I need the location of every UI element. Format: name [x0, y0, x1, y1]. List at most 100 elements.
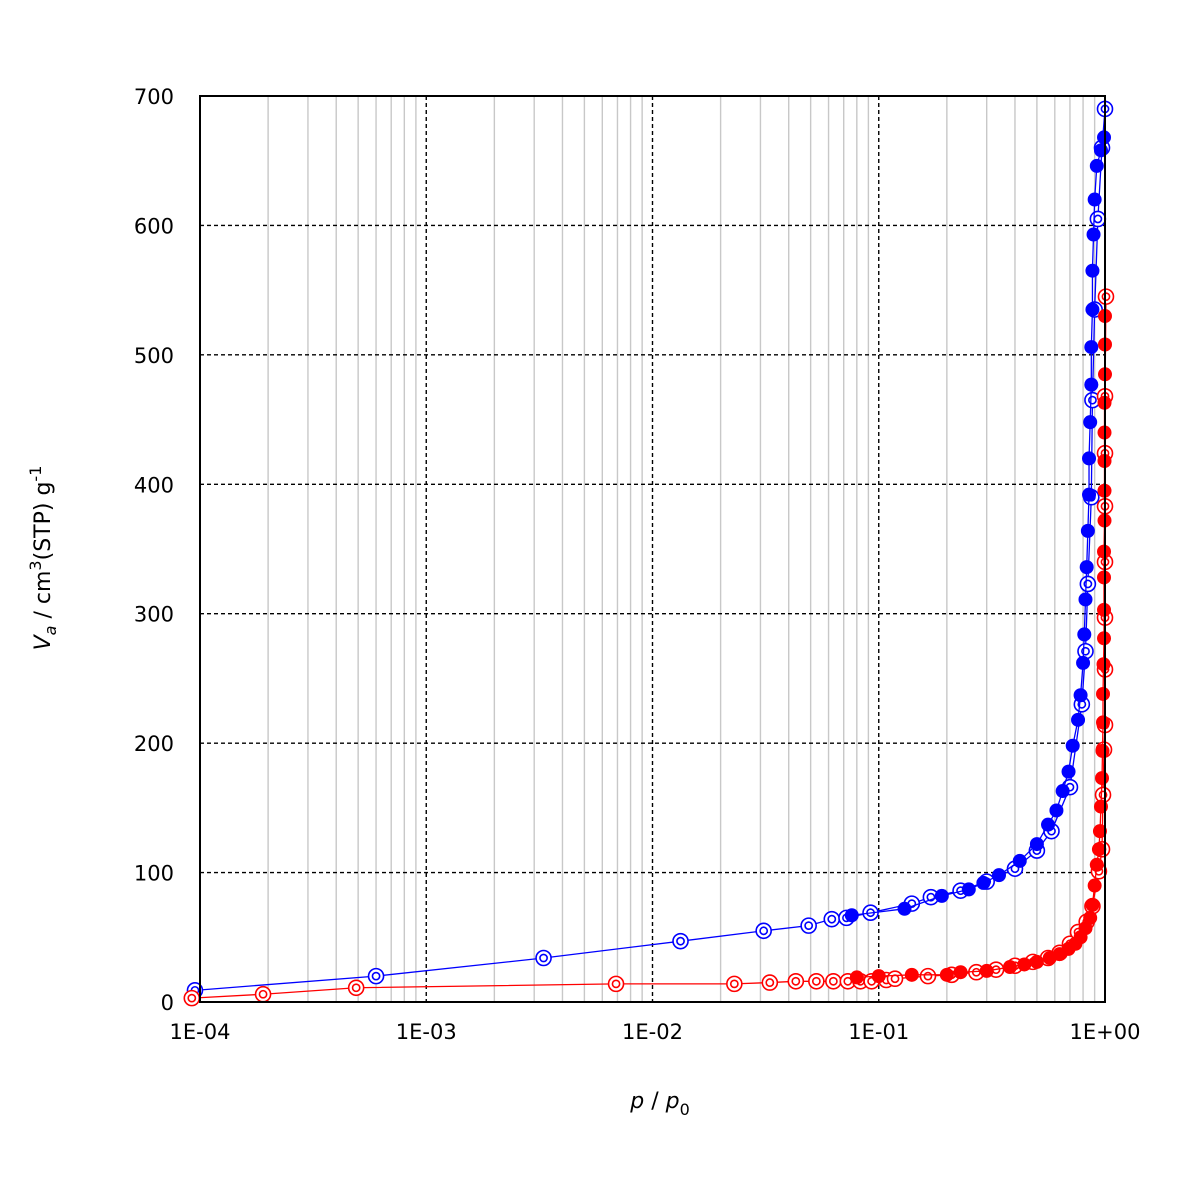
marker-ring-inner — [827, 914, 837, 924]
y-axis-title-unit: / cm — [31, 571, 56, 626]
data-point — [934, 888, 949, 903]
series-line — [194, 108, 1106, 991]
data-point — [1091, 842, 1106, 857]
data-point — [1085, 302, 1100, 317]
marker-ring-inner — [1088, 395, 1097, 405]
data-point — [968, 963, 985, 981]
marker-ring-outer — [183, 989, 201, 1007]
data-point — [761, 974, 779, 991]
data-point — [1096, 715, 1111, 730]
data-point — [367, 967, 385, 985]
data-point — [535, 949, 552, 967]
data-point — [961, 882, 976, 897]
marker-ring-outer — [825, 972, 842, 990]
data-point — [886, 970, 904, 988]
data-point — [904, 967, 919, 982]
marker-ring-inner — [539, 953, 548, 963]
data-point — [849, 970, 864, 985]
marker-ring-outer — [1079, 575, 1097, 593]
data-point — [1089, 210, 1107, 228]
data-point — [1049, 803, 1064, 818]
data-point — [1085, 263, 1100, 278]
marker-ring-outer — [347, 979, 365, 997]
y-tick-label: 700 — [134, 85, 174, 109]
marker-ring-inner — [791, 976, 801, 986]
data-point — [991, 868, 1006, 883]
marker-ring-outer — [808, 972, 825, 990]
y-axis-title-sup3: 3 — [26, 560, 45, 570]
marker-ring-inner — [926, 892, 936, 902]
data-point — [607, 975, 625, 993]
data-point — [347, 979, 365, 997]
y-axis-title-supm1: -1 — [26, 466, 45, 482]
data-point — [823, 910, 841, 928]
y-tick-label: 300 — [134, 603, 174, 627]
marker-ring-outer — [607, 975, 625, 993]
data-point — [919, 967, 937, 985]
data-point — [1077, 627, 1092, 642]
series-line — [851, 137, 1105, 916]
data-point — [1082, 487, 1097, 502]
major-gridlines — [200, 96, 1105, 1002]
marker-ring-inner — [1098, 790, 1108, 800]
data-point — [1082, 451, 1097, 466]
x-axis-title: p / p0 — [629, 1089, 690, 1119]
data-point — [1087, 878, 1102, 893]
data-point — [1086, 227, 1101, 242]
marker-ring-inner — [765, 978, 775, 987]
data-point — [1096, 686, 1111, 701]
plot-frame — [199, 95, 1106, 1003]
data-point — [1078, 592, 1093, 607]
marker-ring-outer — [919, 967, 937, 985]
marker-ring-inner — [187, 993, 197, 1003]
x-tick-label: 1E-01 — [848, 1020, 909, 1044]
data-point — [1079, 560, 1094, 575]
data-point — [800, 917, 817, 934]
y-tick-label: 400 — [134, 473, 174, 497]
data-point — [825, 972, 842, 990]
data-point — [672, 932, 689, 950]
marker-ring-outer — [886, 970, 904, 988]
data-point — [254, 985, 272, 1003]
data-point — [1076, 655, 1091, 670]
data-point — [939, 967, 954, 982]
minor-gridlines — [267, 96, 1096, 1002]
data-point — [1071, 712, 1086, 727]
marker-ring-inner — [1083, 579, 1093, 589]
marker-ring-inner — [923, 971, 933, 981]
marker-ring-inner — [611, 979, 621, 989]
series-layer — [183, 100, 1115, 1007]
y-axis-title: Va / cm3(STP) g-1 — [26, 466, 60, 651]
data-point — [1095, 743, 1110, 758]
data-point — [1083, 910, 1098, 925]
y-tick-label: 500 — [134, 344, 174, 368]
marker-ring-inner — [1081, 646, 1090, 656]
y-axis-title-stp: (STP) g — [31, 482, 56, 561]
data-point — [755, 922, 772, 940]
marker-ring-outer — [726, 975, 743, 993]
y-axis-title-vsub: a — [41, 626, 60, 636]
data-point — [1012, 853, 1027, 868]
data-point — [1089, 158, 1104, 173]
data-point — [1061, 764, 1076, 779]
x-axis-title-p: p — [629, 1089, 644, 1114]
y-tick-label: 100 — [134, 862, 174, 886]
data-point — [1084, 391, 1101, 409]
marker-ring-outer — [367, 967, 385, 985]
marker-ring-inner — [811, 976, 821, 986]
x-axis-title-p0: p — [665, 1089, 680, 1114]
data-point — [1079, 575, 1097, 593]
x-tick-label: 1E+00 — [1070, 1020, 1141, 1044]
data-point — [844, 908, 859, 923]
data-point — [808, 972, 825, 990]
data-point — [1087, 192, 1102, 207]
tick-labels: 1E-04 1E-03 1E-02 1E-01 1E+00 0 100 200 300 400 50… — [134, 85, 1141, 1044]
data-point — [1029, 954, 1044, 969]
data-point — [1095, 771, 1110, 786]
marker-ring-inner — [676, 936, 685, 946]
data-point — [1080, 523, 1095, 538]
marker-ring-outer — [761, 974, 779, 991]
data-point — [1089, 857, 1104, 872]
data-point — [1096, 657, 1111, 672]
marker-ring-inner — [804, 921, 814, 931]
